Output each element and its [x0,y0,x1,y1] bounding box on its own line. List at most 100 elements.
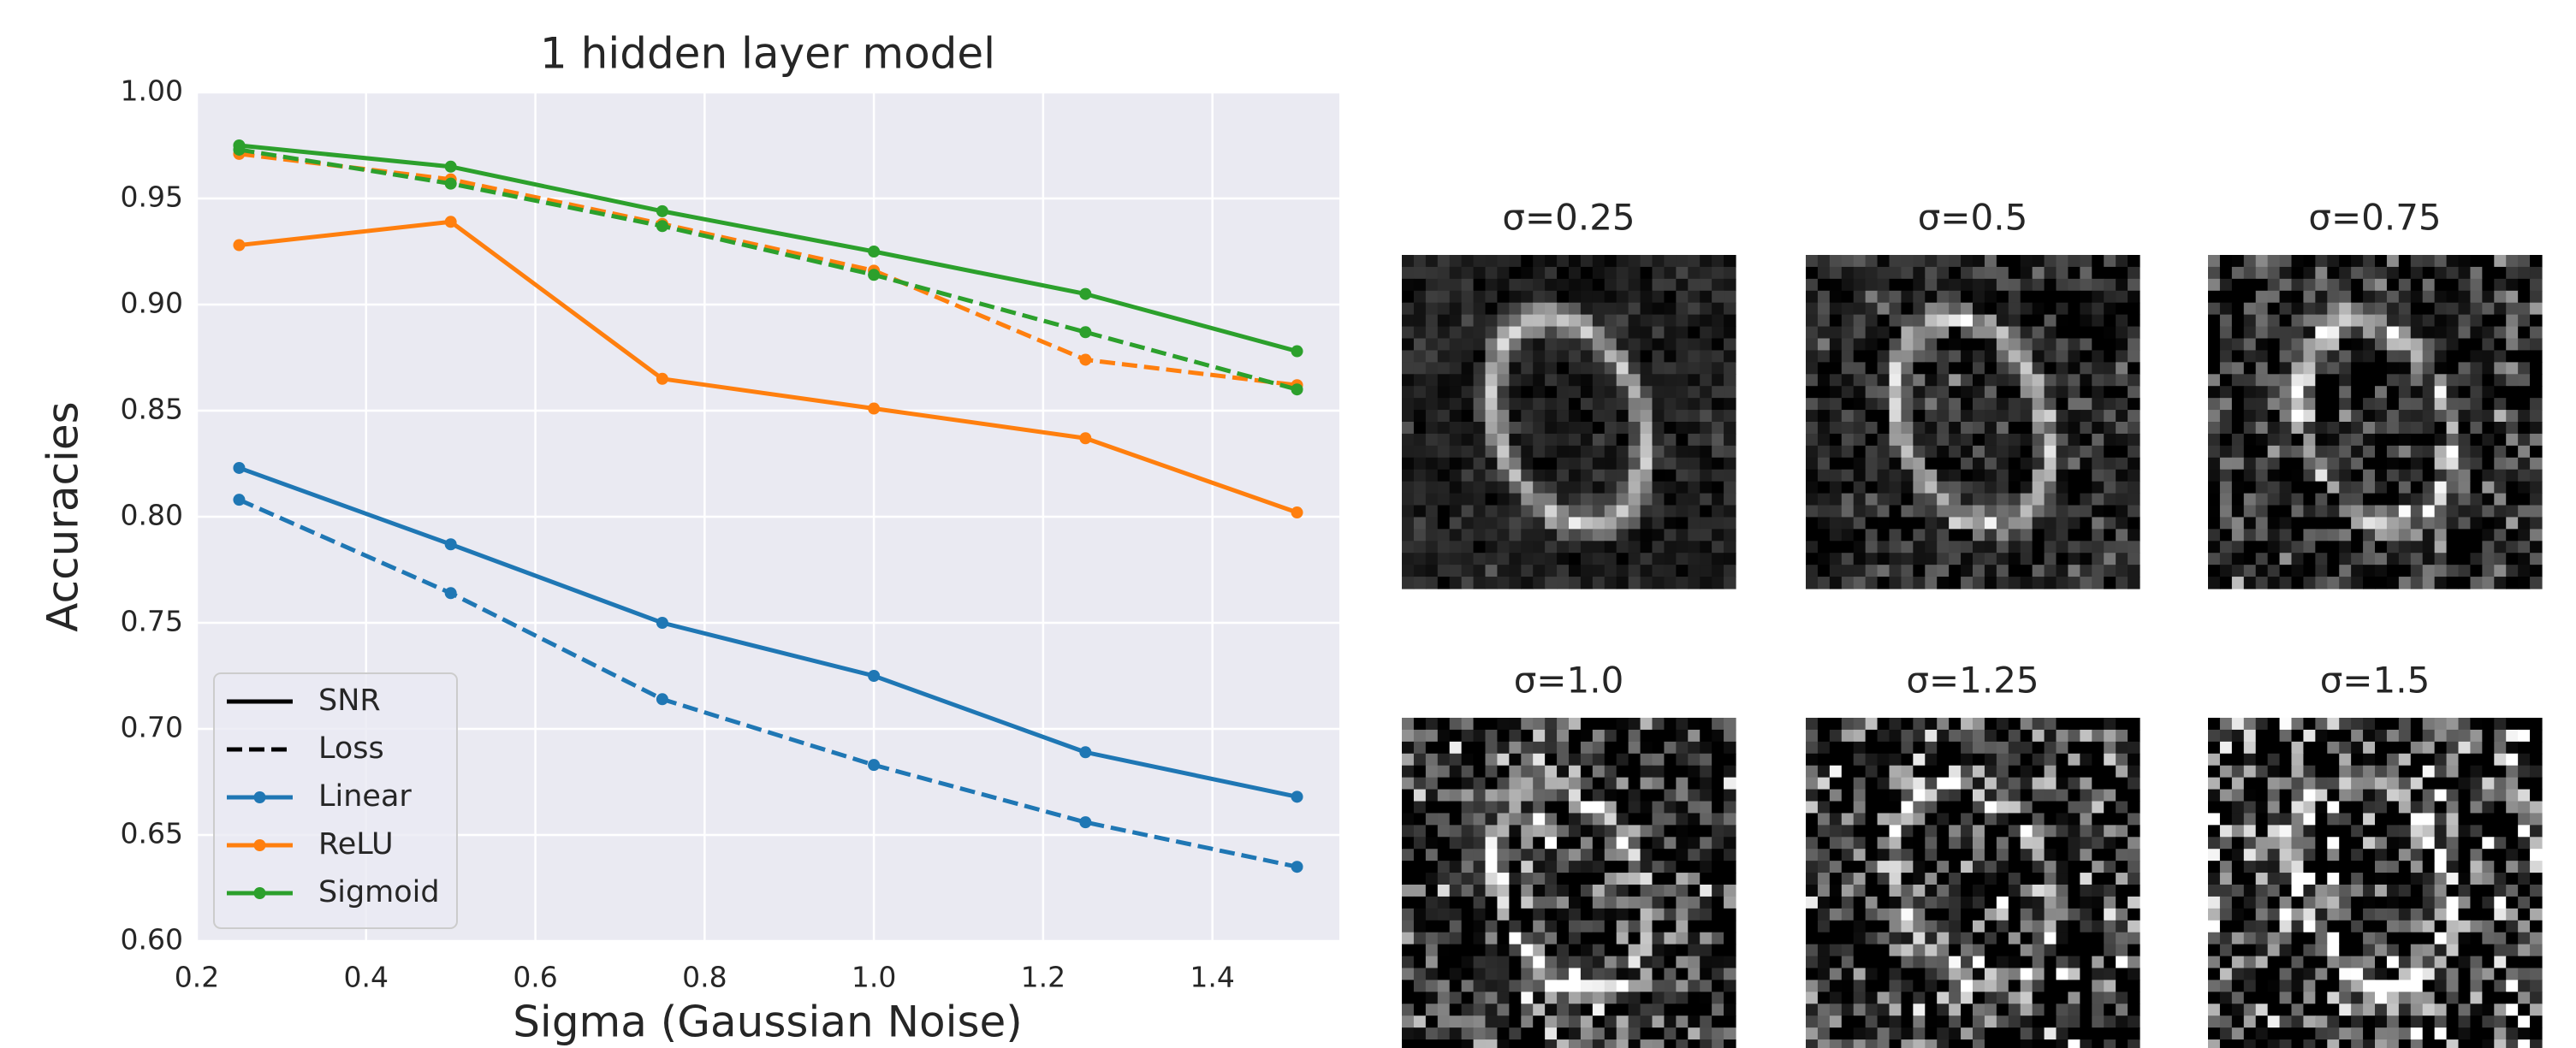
pixel [1700,1027,1712,1040]
pixel [1545,837,1558,850]
pixel [1533,446,1546,459]
pixel [1961,398,1974,411]
pixel [2220,386,2233,399]
pixel [2387,482,2400,494]
pixel [1712,944,1724,957]
pixel [1438,541,1451,554]
pixel [2244,565,2257,577]
pixel [2459,897,2472,909]
pixel [1629,458,1641,471]
pixel [1414,446,1427,459]
pixel [1913,434,1926,447]
pixel [1533,909,1546,921]
pixel [1438,291,1451,304]
pixel [1426,446,1439,459]
pixel [1629,506,1641,518]
pixel [2470,458,2483,471]
pixel [2399,339,2412,352]
pixel [1985,255,1997,268]
pixel [1961,315,1974,328]
pixel [1830,279,1843,292]
pixel [1593,742,1606,755]
pixel [1937,279,1950,292]
pixel [1818,933,1831,945]
pixel [1854,980,1867,992]
pixel [2244,374,2257,387]
pixel [1842,339,1855,352]
pixel [2292,861,2305,873]
pixel [1854,434,1867,447]
pixel [2315,802,2328,814]
pixel [1890,790,1902,802]
pixel [1474,339,1487,352]
pixel [1569,398,1582,411]
pixel [2104,386,2116,399]
pixel [2104,933,2116,945]
pixel [1700,386,1712,399]
pixel [1818,718,1831,731]
pixel [2068,909,2080,921]
pixel [2482,255,2495,268]
pixel [1557,944,1570,957]
pixel [2339,291,2352,304]
pixel [1700,506,1712,518]
pixel [2482,861,2495,873]
pixel [2232,470,2245,483]
pixel [1676,861,1689,873]
pixel [1818,813,1831,826]
pixel [1450,885,1463,897]
pixel [1497,470,1510,483]
pixel [1949,386,1962,399]
pixel [2470,374,2483,387]
pixel [1581,885,1594,897]
pixel [2459,766,2472,779]
pixel [2303,291,2316,304]
pixel [1617,778,1629,790]
pixel [1497,458,1510,471]
pixel [2530,350,2543,363]
pixel [1462,279,1475,292]
pixel [1521,422,1534,435]
pixel [1641,410,1653,423]
pixel [2033,992,2045,1004]
pixel [2447,909,2460,921]
pixel [1842,778,1855,790]
pixel [2530,944,2543,957]
pixel [2208,434,2221,447]
pixel [1878,1004,1890,1016]
pixel [1414,255,1427,268]
pixel [2518,790,2531,802]
pixel [1617,291,1629,304]
pixel [2220,291,2233,304]
pixel [1949,861,1962,873]
pixel [2459,1004,2472,1016]
pixel [2363,482,2376,494]
pixel [1474,362,1487,375]
pixel [1700,1004,1712,1016]
pixel [1629,517,1641,530]
pixel [1913,873,1926,885]
pixel [2506,944,2519,957]
pixel [2387,897,2400,909]
pixel [2256,849,2269,861]
pixel [1641,291,1653,304]
pixel [2021,837,2033,850]
pixel [1462,909,1475,921]
pixel [1617,410,1629,423]
pixel [2256,339,2269,352]
pixel [2268,897,2281,909]
pixel [2530,458,2543,471]
pixel [1806,482,1819,494]
noise-image [2208,255,2543,589]
pixel [1617,933,1629,945]
pixel [1664,327,1677,340]
pixel [2327,529,2340,542]
pixel [1901,742,1914,755]
pixel [1818,825,1831,838]
pixel [2128,362,2140,375]
pixel [2327,968,2340,981]
pixel [2009,279,2021,292]
pixel [2033,980,2045,992]
pixel [2057,849,2069,861]
pixel [2447,517,2460,530]
